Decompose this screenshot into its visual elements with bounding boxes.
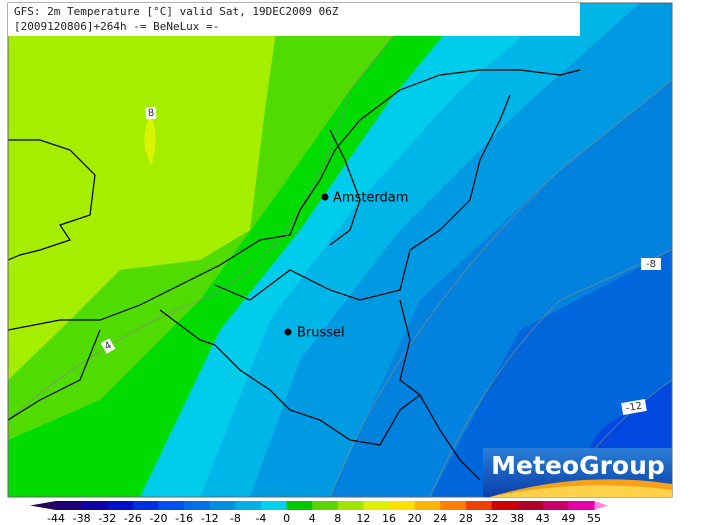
colorbar-segment <box>465 501 493 510</box>
colorbar-segment <box>568 501 595 510</box>
colorbar-high <box>594 501 608 510</box>
colorbar-segment <box>184 501 211 510</box>
colorbar-segment <box>286 501 313 510</box>
colorbar-low <box>30 501 56 510</box>
colorbar-label: 24 <box>433 512 447 525</box>
colorbar: -44 -38 -32 -26 -20 -16 -12 -8 -4 0 4 8 12 16 20 24 28 32… <box>30 501 608 525</box>
colorbar-segment <box>56 501 83 510</box>
colorbar-segment <box>209 501 236 510</box>
city-dot <box>321 193 329 201</box>
coastlines <box>8 69 581 481</box>
band <box>8 3 280 380</box>
colorbar-segment <box>542 501 569 510</box>
contour-label: 4 <box>103 340 114 353</box>
contour-label: -12 <box>625 401 643 415</box>
colorbar-label: 43 <box>536 512 550 525</box>
colorbar-label: 12 <box>356 512 370 525</box>
colorbar-label: 38 <box>510 512 524 525</box>
header-subtitle: [2009120806]+264h -= BeNeLux =- <box>14 20 219 33</box>
colorbar-label: 32 <box>485 512 499 525</box>
colorbar-label: -20 <box>149 512 167 525</box>
colorbar-segment <box>312 501 339 510</box>
colorbar-segment <box>414 501 441 510</box>
warm-spot <box>144 115 156 165</box>
colorbar-label: -16 <box>175 512 193 525</box>
header-title: GFS: 2m Temperature [°C] valid Sat, 19DE… <box>14 5 339 18</box>
colorbar-segment <box>517 501 544 510</box>
colorbar-segment <box>107 501 134 510</box>
colorbar-segment <box>491 501 518 510</box>
colorbar-label: -26 <box>124 512 142 525</box>
contour-label-box: 4 <box>100 338 116 354</box>
colorbar-label: 0 <box>283 512 290 525</box>
colorbar-segment <box>260 501 288 510</box>
contour-label-box: 8 <box>145 106 157 120</box>
colorbar-label: 16 <box>382 512 396 525</box>
colorbar-segment <box>235 501 262 510</box>
city-dot <box>284 328 292 336</box>
contour-label: -8 <box>646 259 656 270</box>
colorbar-label: -44 <box>47 512 65 525</box>
colorbar-segment <box>440 501 467 510</box>
colorbar-label: -4 <box>255 512 266 525</box>
colorbar-segment <box>81 501 108 510</box>
colorbar-segment <box>363 501 390 510</box>
colorbar-label: 28 <box>459 512 473 525</box>
logo: MeteoGroup <box>483 448 672 497</box>
colorbar-segment <box>158 501 185 510</box>
colorbar-label: -32 <box>98 512 116 525</box>
temperature-field <box>8 3 672 497</box>
colorbar-label: -8 <box>230 512 241 525</box>
contour-label: 8 <box>147 108 154 120</box>
city-label: Brussel <box>297 326 345 341</box>
colorbar-segment <box>337 501 364 510</box>
colorbar-label: 55 <box>587 512 601 525</box>
header-box <box>8 3 580 36</box>
contour-label-box: -12 <box>621 399 647 415</box>
colorbar-label: 4 <box>309 512 316 525</box>
colorbar-label: 49 <box>561 512 575 525</box>
colorbar-label: 8 <box>334 512 341 525</box>
colorbar-label: -12 <box>201 512 219 525</box>
colorbar-label: 20 <box>408 512 422 525</box>
logo-text: MeteoGroup <box>491 451 665 480</box>
city-label: Amsterdam <box>333 191 408 206</box>
colorbar-segment <box>132 501 159 510</box>
colorbar-label: -38 <box>73 512 91 525</box>
colorbar-segment <box>389 501 416 510</box>
contour-label-box: -8 <box>641 258 661 270</box>
